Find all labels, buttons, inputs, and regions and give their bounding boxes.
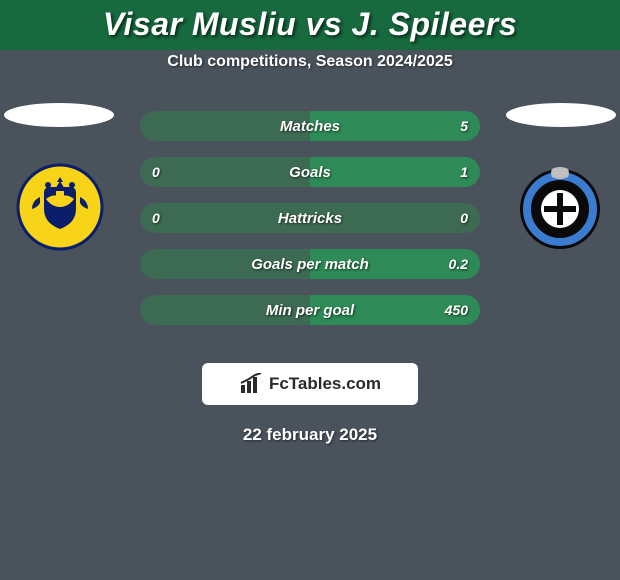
- bar-chart-icon: [239, 373, 265, 395]
- page-title: Visar Musliu vs J. Spileers: [0, 6, 620, 43]
- content: Visar Musliu vs J. Spileers Club competi…: [0, 0, 620, 580]
- stat-row: 0 Goals 1: [140, 157, 480, 187]
- stat-row: Matches 5: [140, 111, 480, 141]
- stat-value-right: 1: [460, 164, 468, 180]
- stat-fill-right: [310, 157, 480, 187]
- stat-value-right: 5: [460, 118, 468, 134]
- club-crest-left: [16, 163, 104, 251]
- stvv-crest-icon: [16, 163, 104, 251]
- stat-label: Min per goal: [266, 302, 354, 319]
- stat-value-right: 450: [445, 302, 468, 318]
- stat-row: Min per goal 450: [140, 295, 480, 325]
- stat-row: Goals per match 0.2: [140, 249, 480, 279]
- comparison-card: Visar Musliu vs J. Spileers Club competi…: [0, 0, 620, 580]
- subtitle: Club competitions, Season 2024/2025: [0, 53, 620, 71]
- stats-area: Matches 5 0 Goals 1 0 Hattricks 0 Goals per matc…: [0, 107, 620, 347]
- stat-label: Hattricks: [278, 210, 342, 227]
- stat-label: Goals: [289, 164, 331, 181]
- stat-label: Goals per match: [251, 256, 369, 273]
- date-text: 22 february 2025: [0, 425, 620, 445]
- stat-value-left: 0: [152, 164, 160, 180]
- stat-rows: Matches 5 0 Goals 1 0 Hattricks 0 Goals per matc…: [140, 111, 480, 341]
- stat-row: 0 Hattricks 0: [140, 203, 480, 233]
- oval-right: [506, 103, 616, 127]
- logo-text: FcTables.com: [269, 374, 381, 394]
- club-brugge-crest-icon: [516, 163, 604, 251]
- fctables-logo: FcTables.com: [202, 363, 418, 405]
- oval-left: [4, 103, 114, 127]
- stat-value-left: 0: [152, 210, 160, 226]
- stat-value-right: 0: [460, 210, 468, 226]
- stat-label: Matches: [280, 118, 340, 135]
- stat-value-right: 0.2: [449, 256, 468, 272]
- club-crest-right: [516, 163, 604, 251]
